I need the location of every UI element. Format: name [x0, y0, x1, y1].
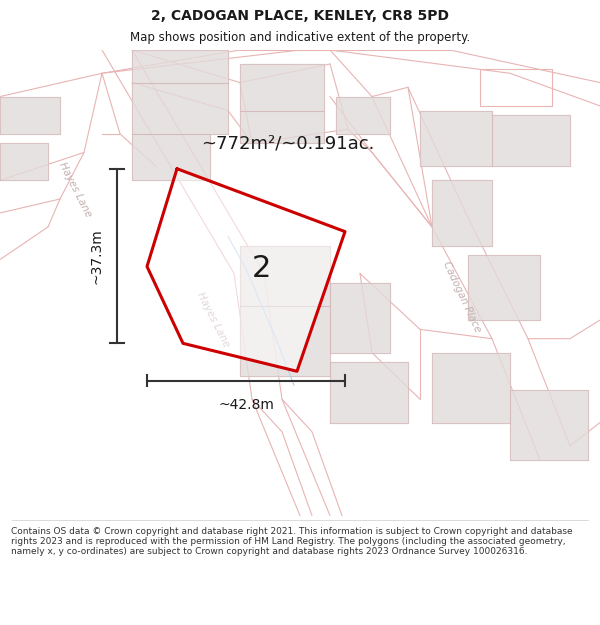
Text: Contains OS data © Crown copyright and database right 2021. This information is : Contains OS data © Crown copyright and d… — [11, 526, 572, 556]
Polygon shape — [240, 111, 324, 143]
Polygon shape — [0, 143, 48, 181]
Polygon shape — [492, 115, 570, 166]
Text: 2: 2 — [251, 254, 271, 283]
Polygon shape — [468, 255, 540, 320]
Polygon shape — [240, 64, 324, 111]
Text: ~772m²/~0.191ac.: ~772m²/~0.191ac. — [202, 134, 374, 152]
Polygon shape — [240, 246, 330, 306]
Text: ~37.3m: ~37.3m — [90, 228, 104, 284]
Polygon shape — [330, 282, 390, 352]
Text: 2, CADOGAN PLACE, KENLEY, CR8 5PD: 2, CADOGAN PLACE, KENLEY, CR8 5PD — [151, 9, 449, 23]
Text: ~42.8m: ~42.8m — [218, 398, 274, 412]
Polygon shape — [336, 96, 390, 134]
Text: Hayes Lane: Hayes Lane — [195, 291, 231, 349]
Polygon shape — [510, 390, 588, 460]
Polygon shape — [0, 96, 60, 134]
Text: Hayes Lane: Hayes Lane — [57, 161, 93, 219]
Text: Cadogan Place: Cadogan Place — [441, 260, 483, 334]
Polygon shape — [132, 82, 228, 134]
Text: Map shows position and indicative extent of the property.: Map shows position and indicative extent… — [130, 31, 470, 44]
Polygon shape — [330, 362, 408, 423]
Polygon shape — [432, 181, 492, 246]
Polygon shape — [147, 169, 345, 371]
Polygon shape — [432, 352, 510, 422]
Polygon shape — [132, 134, 210, 181]
Polygon shape — [420, 111, 492, 166]
Polygon shape — [132, 50, 228, 82]
Polygon shape — [240, 306, 330, 376]
